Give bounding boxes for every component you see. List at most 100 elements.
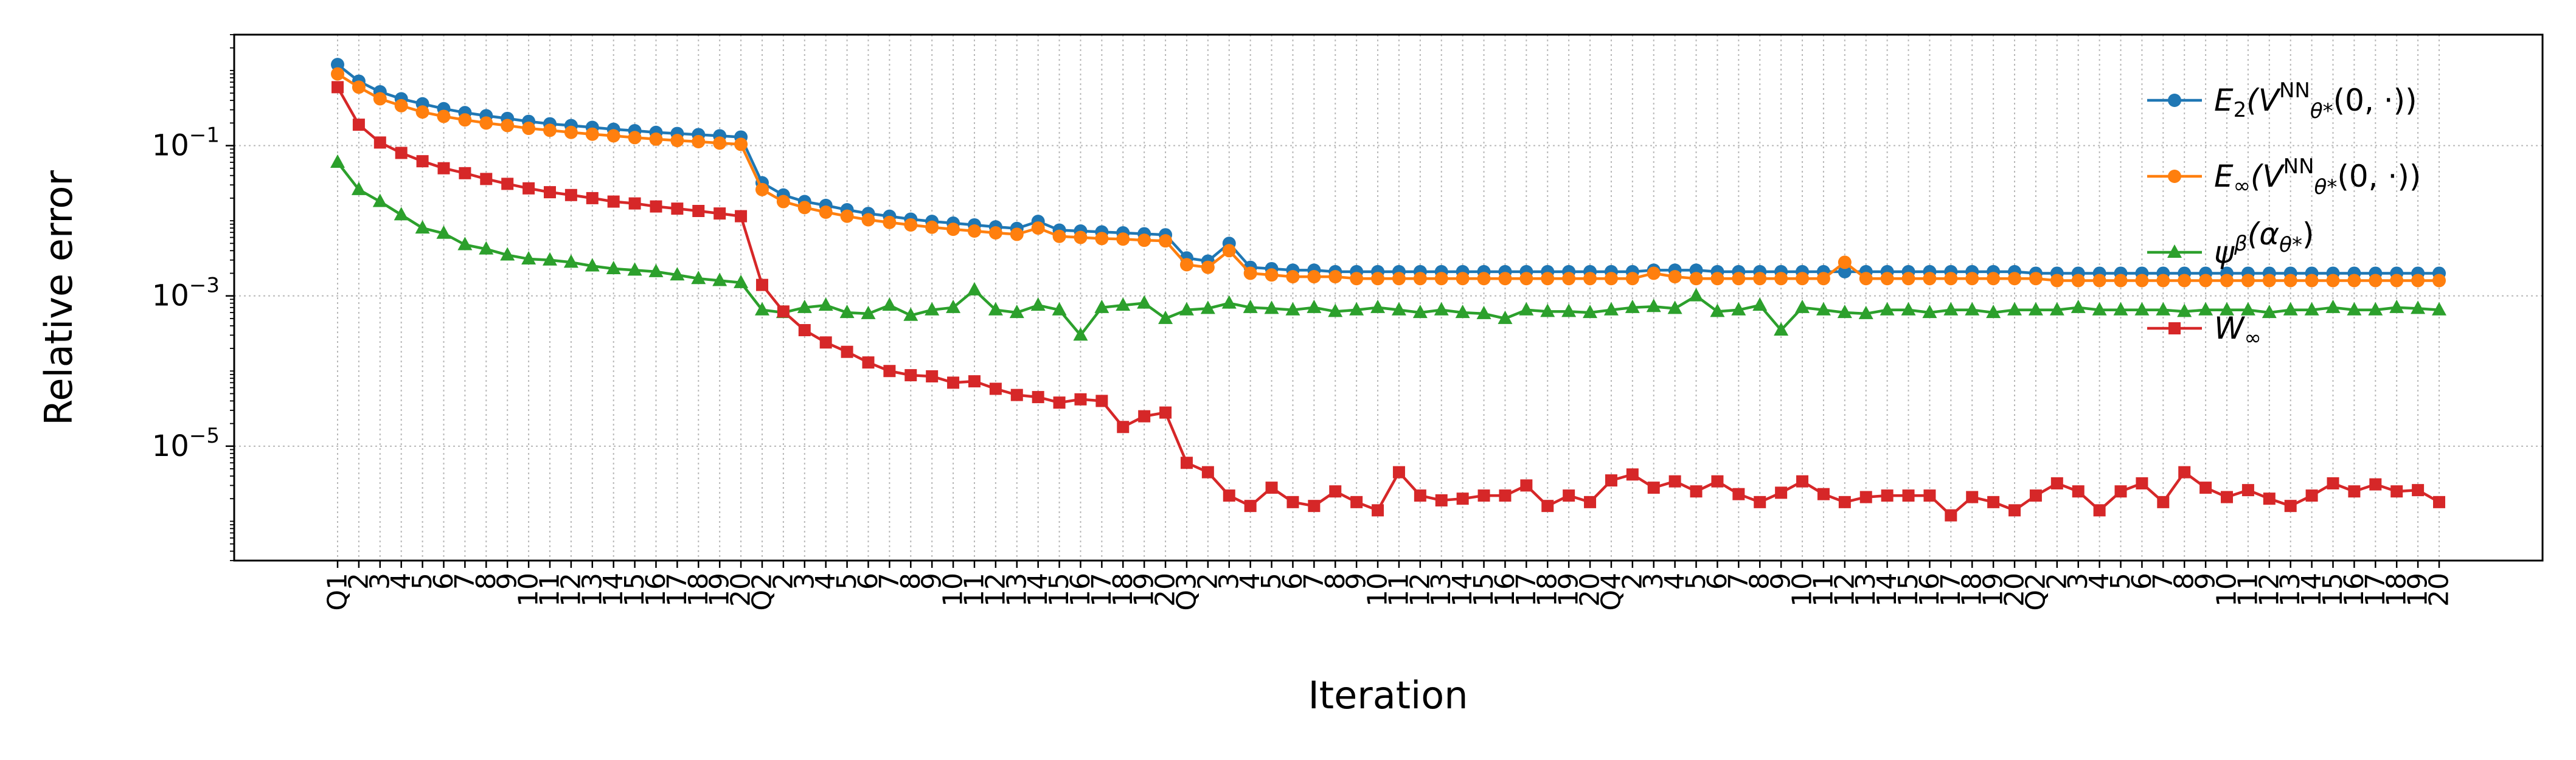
point-marker xyxy=(1858,305,1873,319)
point-marker xyxy=(2167,244,2182,258)
point-marker xyxy=(819,336,832,349)
point-marker xyxy=(988,302,1003,316)
x-tick-label: 2 xyxy=(1617,573,1648,590)
point-marker xyxy=(1965,302,1980,316)
point-marker xyxy=(563,254,578,268)
point-marker xyxy=(1647,266,1661,280)
x-tick-label: 15 xyxy=(1044,573,1075,607)
x-tick-label: 13 xyxy=(577,573,608,607)
point-marker xyxy=(2007,302,2022,316)
x-tick-label: 5 xyxy=(407,573,438,590)
point-marker xyxy=(2157,496,2170,508)
point-marker xyxy=(734,274,749,288)
x-tick-label: 12 xyxy=(2254,573,2285,607)
point-marker xyxy=(585,127,599,141)
legend: E2(VNNθ*(0, ·)) E∞(VNNθ*(0, ·)) ψβ(αθ*) W∞ xyxy=(2147,78,2421,350)
point-marker xyxy=(1710,303,1725,317)
point-marker xyxy=(2092,274,2106,288)
x-tick-label: 5 xyxy=(1256,573,1287,590)
point-marker xyxy=(542,252,557,266)
x-tick-label: 17 xyxy=(1511,573,1542,607)
point-marker xyxy=(607,195,620,208)
point-marker xyxy=(1477,272,1491,286)
point-marker xyxy=(1817,488,1830,500)
point-marker xyxy=(1265,268,1279,282)
point-marker xyxy=(479,116,493,130)
point-marker xyxy=(1540,303,1555,317)
point-marker xyxy=(1116,297,1131,311)
x-tick-label: 13 xyxy=(1850,573,1881,607)
point-marker xyxy=(2008,504,2021,517)
point-marker xyxy=(1519,272,1533,286)
point-marker xyxy=(1032,391,1044,404)
x-tick-label: 9 xyxy=(492,573,523,590)
point-marker xyxy=(1625,272,1639,286)
y-axis-label: Relative error xyxy=(36,170,81,426)
x-tick-label: 16 xyxy=(1490,573,1521,607)
point-marker xyxy=(1222,244,1236,258)
point-marker xyxy=(1010,227,1024,241)
x-tick-label: 20 xyxy=(1575,573,1606,607)
point-marker xyxy=(1775,486,1788,499)
x-tick-label: 15 xyxy=(619,573,650,607)
point-marker xyxy=(2220,302,2235,316)
point-marker xyxy=(1754,496,1766,508)
point-marker xyxy=(457,237,473,250)
point-marker xyxy=(331,67,344,81)
point-marker xyxy=(988,226,1002,240)
point-marker xyxy=(2168,322,2181,334)
point-marker xyxy=(352,119,365,131)
point-marker xyxy=(543,186,556,199)
point-marker xyxy=(1880,272,1894,286)
point-marker xyxy=(330,154,345,168)
point-marker xyxy=(2072,485,2085,498)
point-marker xyxy=(2134,302,2150,316)
series-1 xyxy=(331,67,2446,288)
x-tick-label: 7 xyxy=(1723,573,1754,590)
series-2 xyxy=(330,154,2446,341)
point-marker xyxy=(2114,485,2127,498)
point-marker xyxy=(2178,466,2191,478)
x-tick-label: 20 xyxy=(726,573,757,607)
x-tick-label: 3 xyxy=(2063,573,2094,590)
point-marker xyxy=(798,324,811,337)
x-tick-label: 6 xyxy=(853,573,884,590)
point-marker xyxy=(1137,233,1151,247)
x-tick-label: 4 xyxy=(2084,573,2115,590)
point-marker xyxy=(904,369,917,382)
point-marker xyxy=(1455,305,1470,319)
point-marker xyxy=(1795,299,1810,313)
point-marker xyxy=(819,206,833,219)
point-marker xyxy=(1667,300,1682,314)
x-tick-label: 17 xyxy=(1086,573,1117,607)
point-marker xyxy=(1221,295,1237,309)
x-tick-label: 15 xyxy=(2317,573,2349,607)
x-tick-label: 14 xyxy=(2296,573,2327,607)
point-marker xyxy=(925,302,940,316)
point-marker xyxy=(2347,274,2361,288)
point-marker xyxy=(606,129,620,143)
point-marker xyxy=(968,375,981,388)
point-marker xyxy=(1180,457,1193,469)
point-marker xyxy=(1286,496,1299,508)
point-marker xyxy=(1372,504,1384,517)
x-tick-label: 14 xyxy=(598,573,629,607)
x-tick-label: 7 xyxy=(450,573,481,590)
point-marker xyxy=(1371,272,1385,286)
x-tick-label: 12 xyxy=(1404,573,1436,607)
point-marker xyxy=(1117,421,1130,434)
point-marker xyxy=(1838,264,1852,278)
point-marker xyxy=(1753,272,1767,286)
point-marker xyxy=(1902,489,1915,502)
point-marker xyxy=(2168,94,2181,107)
x-tick-label: 4 xyxy=(1659,573,1690,590)
point-marker xyxy=(1796,475,1809,488)
point-marker xyxy=(1285,302,1300,316)
point-marker xyxy=(1901,272,1915,286)
point-marker xyxy=(1477,489,1490,502)
point-marker xyxy=(394,207,409,221)
point-marker xyxy=(2389,299,2404,313)
point-marker xyxy=(1774,322,1789,336)
point-marker xyxy=(671,202,684,215)
point-marker xyxy=(1391,302,1406,316)
